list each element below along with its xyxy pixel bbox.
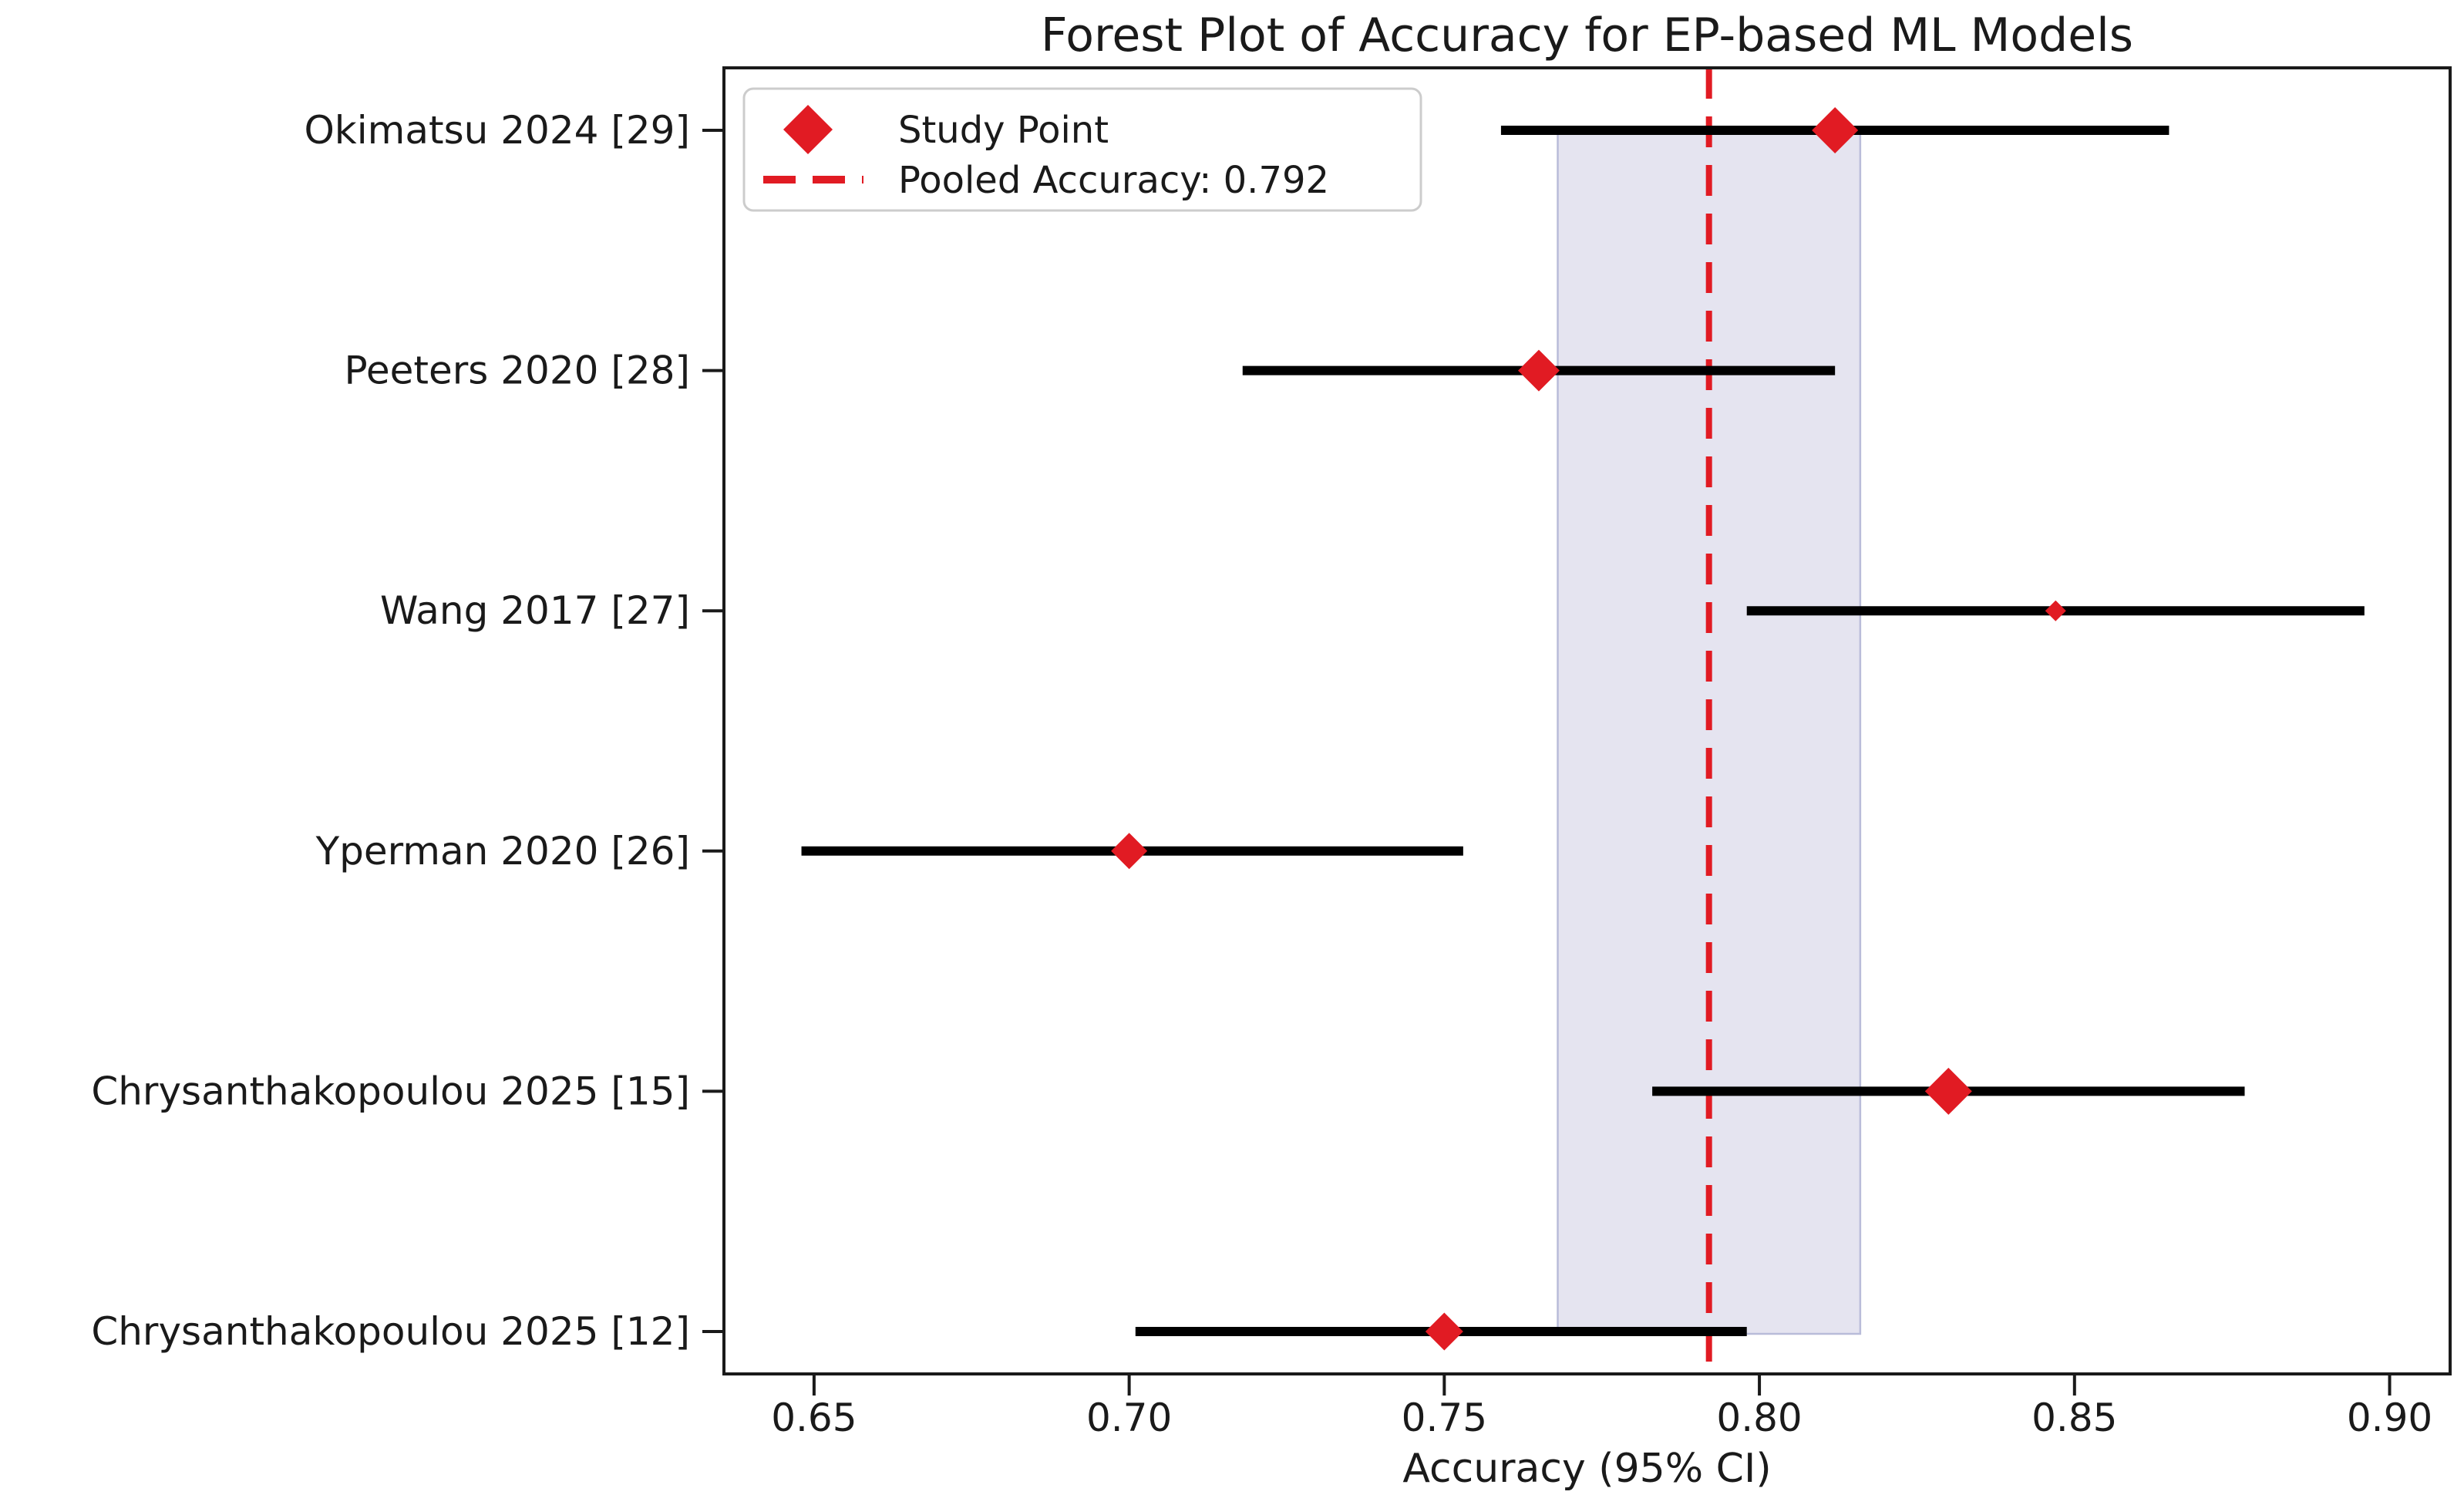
study-label: Okimatsu 2024 [29] [304,108,690,153]
study-label: Peeters 2020 [28] [344,348,690,393]
study-point-marker [1425,1312,1463,1351]
legend-study-point-marker [783,105,833,154]
x-axis-label: Accuracy (95% CI) [1402,1446,1771,1492]
study-label: Wang 2017 [27] [380,588,690,633]
study-point-marker [1517,349,1560,392]
x-tick-label: 0.90 [2347,1396,2432,1440]
study-label: Chrysanthakopoulou 2025 [15] [91,1069,690,1113]
study-label: Chrysanthakopoulou 2025 [12] [91,1309,690,1354]
x-tick-label: 0.80 [1716,1396,1802,1440]
x-tick-label: 0.70 [1086,1396,1172,1440]
legend-label-study-point: Study Point [898,109,1109,152]
axes-spines [722,66,2452,1375]
legend: Study Point Pooled Accuracy: 0.792 [742,87,1422,212]
study-point-marker [1924,1067,1972,1115]
x-tick-label: 0.75 [1402,1396,1487,1440]
chart-title: Forest Plot of Accuracy for EP-based ML … [1041,8,2133,62]
x-tick-label: 0.65 [771,1396,857,1440]
legend-label-pooled-accuracy: Pooled Accuracy: 0.792 [898,159,1329,202]
legend-box [742,87,1422,212]
x-tick-label: 0.85 [2031,1396,2117,1440]
study-point-marker [2045,600,2066,621]
study-point-marker [1111,833,1148,870]
study-label: Yperman 2020 [26] [315,829,690,874]
study-point-marker [1812,107,1859,153]
